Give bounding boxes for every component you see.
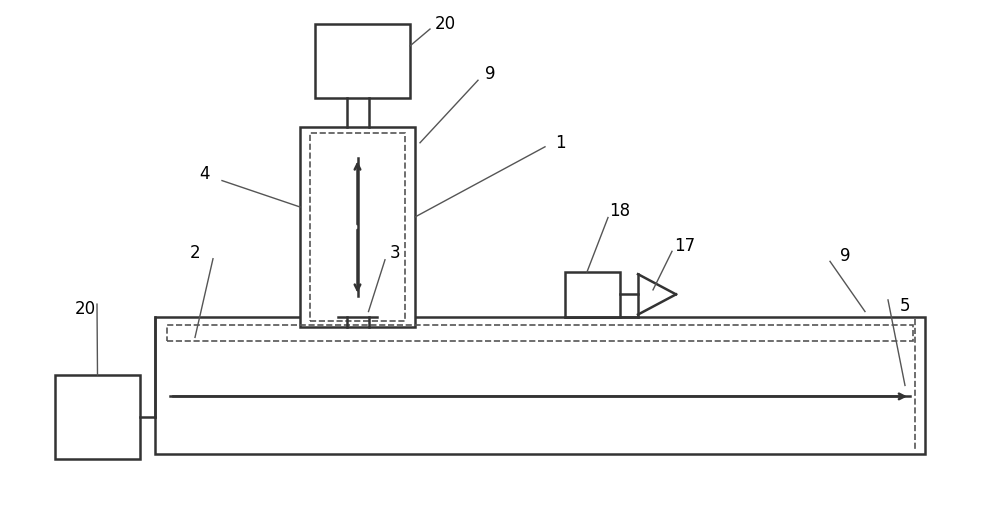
Text: 4: 4 (200, 165, 210, 183)
Bar (565, 272, 620, 317)
Bar (310, 133, 405, 321)
Text: 9: 9 (485, 65, 495, 83)
Text: 20: 20 (434, 15, 456, 33)
Text: 2: 2 (190, 244, 200, 262)
Text: 1: 1 (555, 134, 565, 152)
Text: 20: 20 (74, 300, 96, 318)
Bar (155, 317, 925, 454)
Bar (300, 127, 415, 327)
Text: 9: 9 (840, 247, 850, 265)
Bar (55, 375, 140, 459)
Text: 18: 18 (609, 202, 631, 220)
Text: 3: 3 (390, 244, 400, 262)
Bar (167, 325, 913, 341)
Bar (315, 24, 410, 98)
Text: 5: 5 (900, 297, 910, 315)
Text: 17: 17 (674, 237, 696, 254)
